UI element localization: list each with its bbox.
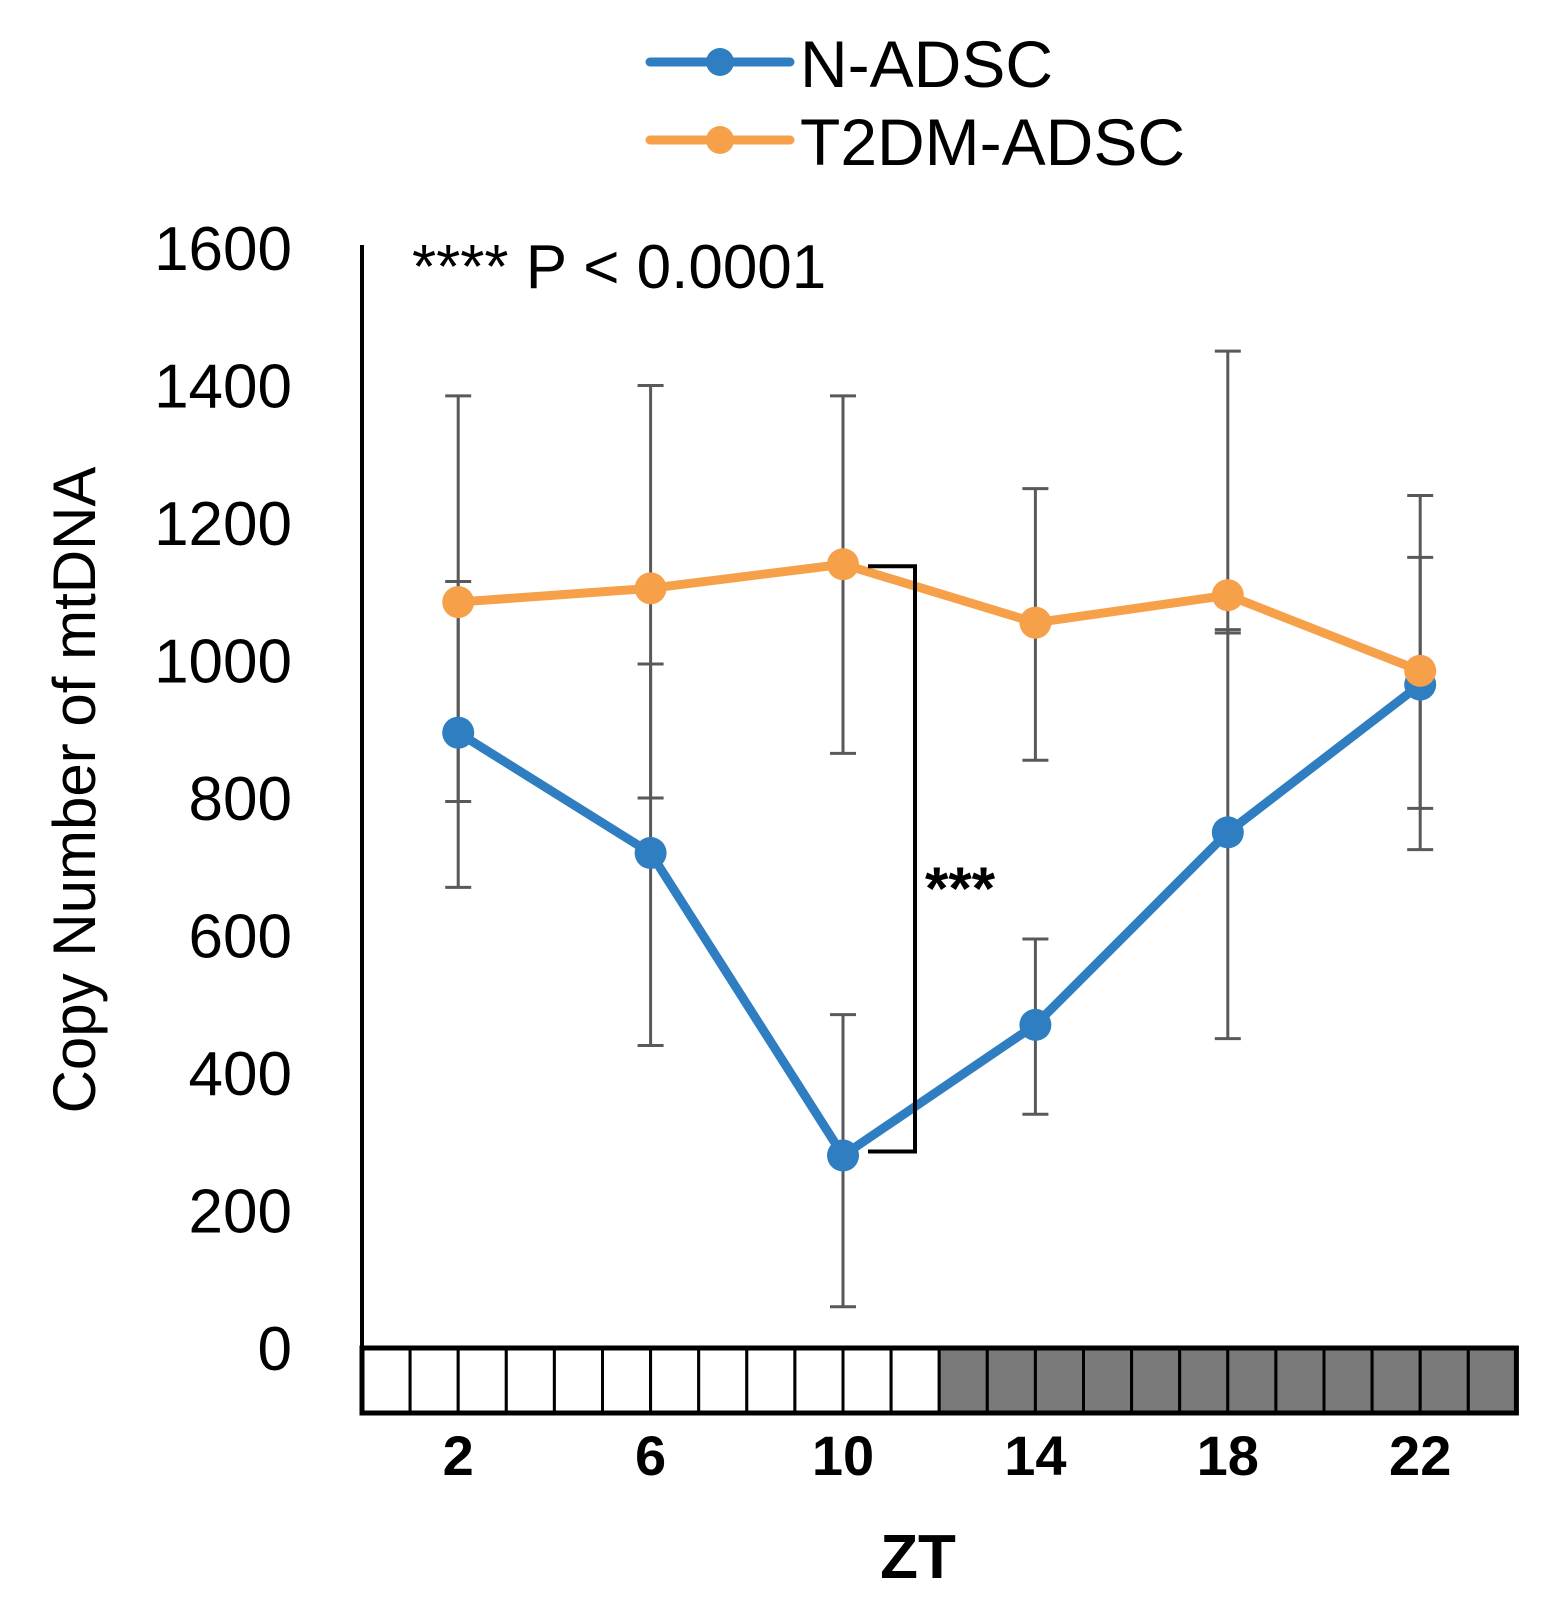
y-tick-label: 400 xyxy=(189,1040,292,1109)
significance-bracket xyxy=(868,564,917,1154)
light-dark-cell xyxy=(1418,1346,1470,1415)
y-tick-label: 1200 xyxy=(154,490,292,559)
light-dark-cell xyxy=(841,1346,893,1415)
light-dark-cell xyxy=(552,1346,605,1415)
legend: N-ADSC T2DM-ADSC xyxy=(645,27,1185,179)
legend-label-t2dm-adsc: T2DM-ADSC xyxy=(800,105,1185,179)
data-point-1-5 xyxy=(1404,654,1437,687)
light-dark-cell xyxy=(1130,1346,1182,1415)
series-line-1 xyxy=(453,559,1425,676)
light-dark-cell xyxy=(1370,1346,1422,1415)
y-tick-label: 1400 xyxy=(154,353,292,422)
light-dark-bar xyxy=(359,1345,1519,1416)
data-point-1-2 xyxy=(827,548,859,581)
data-point-0-4 xyxy=(1211,816,1244,849)
series-lines xyxy=(453,559,1425,1160)
x-tick-label: 22 xyxy=(1389,1424,1451,1487)
y-tick-label: 1000 xyxy=(154,628,292,697)
data-point-1-4 xyxy=(1211,579,1244,612)
y-tick-label: 200 xyxy=(189,1178,292,1247)
light-dark-cell xyxy=(889,1346,941,1415)
data-point-1-3 xyxy=(1019,606,1052,639)
light-dark-cell xyxy=(1226,1346,1278,1415)
light-dark-cell xyxy=(360,1346,412,1415)
legend-marker-n-adsc xyxy=(706,48,734,76)
data-point-0-0 xyxy=(442,716,475,749)
light-dark-cell xyxy=(1178,1346,1230,1415)
light-dark-cell xyxy=(985,1346,1037,1415)
x-tick-label: 10 xyxy=(812,1424,874,1487)
x-tick-label: 6 xyxy=(635,1424,666,1487)
light-dark-cell xyxy=(793,1346,845,1415)
light-dark-cell xyxy=(408,1346,460,1415)
light-dark-cell xyxy=(1274,1346,1326,1415)
legend-label-n-adsc: N-ADSC xyxy=(800,27,1053,101)
light-dark-cell xyxy=(504,1346,556,1415)
data-point-1-0 xyxy=(442,586,475,619)
stats-note: **** P < 0.0001 xyxy=(412,233,826,302)
data-point-1-1 xyxy=(634,572,667,605)
y-tick-label: 1600 xyxy=(154,215,292,284)
series-points xyxy=(442,548,1437,1172)
x-axis-ticks: 2 6 10 14 18 22 xyxy=(443,1424,1452,1487)
x-tick-label: 2 xyxy=(443,1424,474,1487)
light-dark-cell xyxy=(649,1346,701,1415)
y-tick-label: 600 xyxy=(189,903,292,972)
y-tick-label: 0 xyxy=(258,1315,292,1384)
light-dark-cell xyxy=(1466,1346,1518,1415)
series-line-0 xyxy=(453,680,1425,1160)
y-axis-ticks: 0 200 400 600 800 1000 1200 1400 1600 xyxy=(154,215,292,1384)
light-dark-cell xyxy=(745,1346,797,1415)
x-axis-title: ZT xyxy=(880,1523,956,1592)
light-dark-cell xyxy=(697,1346,749,1415)
light-dark-cell xyxy=(1033,1346,1086,1415)
data-point-0-3 xyxy=(1019,1008,1052,1041)
light-dark-cell xyxy=(937,1346,989,1415)
significance-label: *** xyxy=(925,855,996,922)
legend-marker-t2dm-adsc xyxy=(706,126,734,154)
y-axis-title: Copy Number of mtDNA xyxy=(41,467,108,1114)
light-dark-cell xyxy=(601,1346,653,1415)
light-dark-cell xyxy=(1322,1346,1374,1415)
light-dark-cell xyxy=(456,1346,508,1415)
data-point-0-2 xyxy=(827,1139,859,1172)
x-tick-label: 14 xyxy=(1004,1424,1066,1487)
data-point-0-1 xyxy=(634,837,667,869)
x-tick-label: 18 xyxy=(1197,1424,1259,1487)
y-tick-label: 800 xyxy=(189,765,292,834)
light-dark-bar-border xyxy=(359,1345,1519,1416)
light-dark-cell xyxy=(1082,1346,1134,1415)
error-bars xyxy=(445,349,1434,1309)
